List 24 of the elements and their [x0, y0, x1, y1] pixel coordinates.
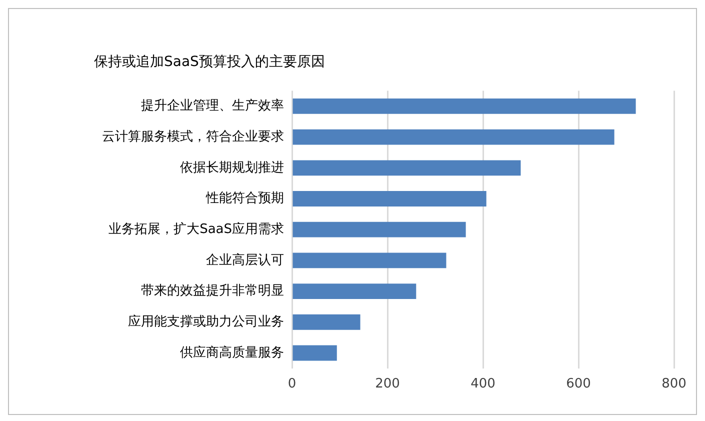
- bar: [292, 129, 614, 145]
- bar: [292, 314, 360, 330]
- y-tick-label: 供应商高质量服务: [180, 344, 284, 360]
- x-tick-label: 800: [662, 376, 686, 392]
- y-tick-label: 依据长期规划推进: [180, 160, 284, 176]
- x-tick-label: 200: [375, 376, 400, 392]
- bar: [292, 191, 486, 206]
- bar: [292, 160, 521, 176]
- bar: [292, 284, 416, 299]
- chart-title: 保持或追加SaaS预算投入的主要原因: [94, 54, 325, 70]
- bar: [292, 252, 446, 268]
- y-tick-label: 性能符合预期: [205, 191, 284, 206]
- bar: [292, 98, 636, 114]
- x-tick-label: 600: [566, 376, 591, 392]
- y-tick-label: 带来的效益提升非常明显: [141, 284, 284, 299]
- x-tick-label: 0: [288, 376, 296, 392]
- x-tick-label: 400: [470, 376, 496, 392]
- y-tick-label: 云计算服务模式，符合企业要求: [102, 129, 284, 144]
- y-tick-label: 业务拓展，扩大SaaS应用需求: [108, 220, 284, 237]
- bar: [292, 222, 466, 238]
- y-tick-label: 应用能支撑或助力公司业务: [128, 314, 284, 330]
- bar: [292, 345, 337, 361]
- y-tick-label: 企业高层认可: [206, 252, 284, 268]
- y-tick-label: 提升企业管理、生产效率: [141, 98, 284, 114]
